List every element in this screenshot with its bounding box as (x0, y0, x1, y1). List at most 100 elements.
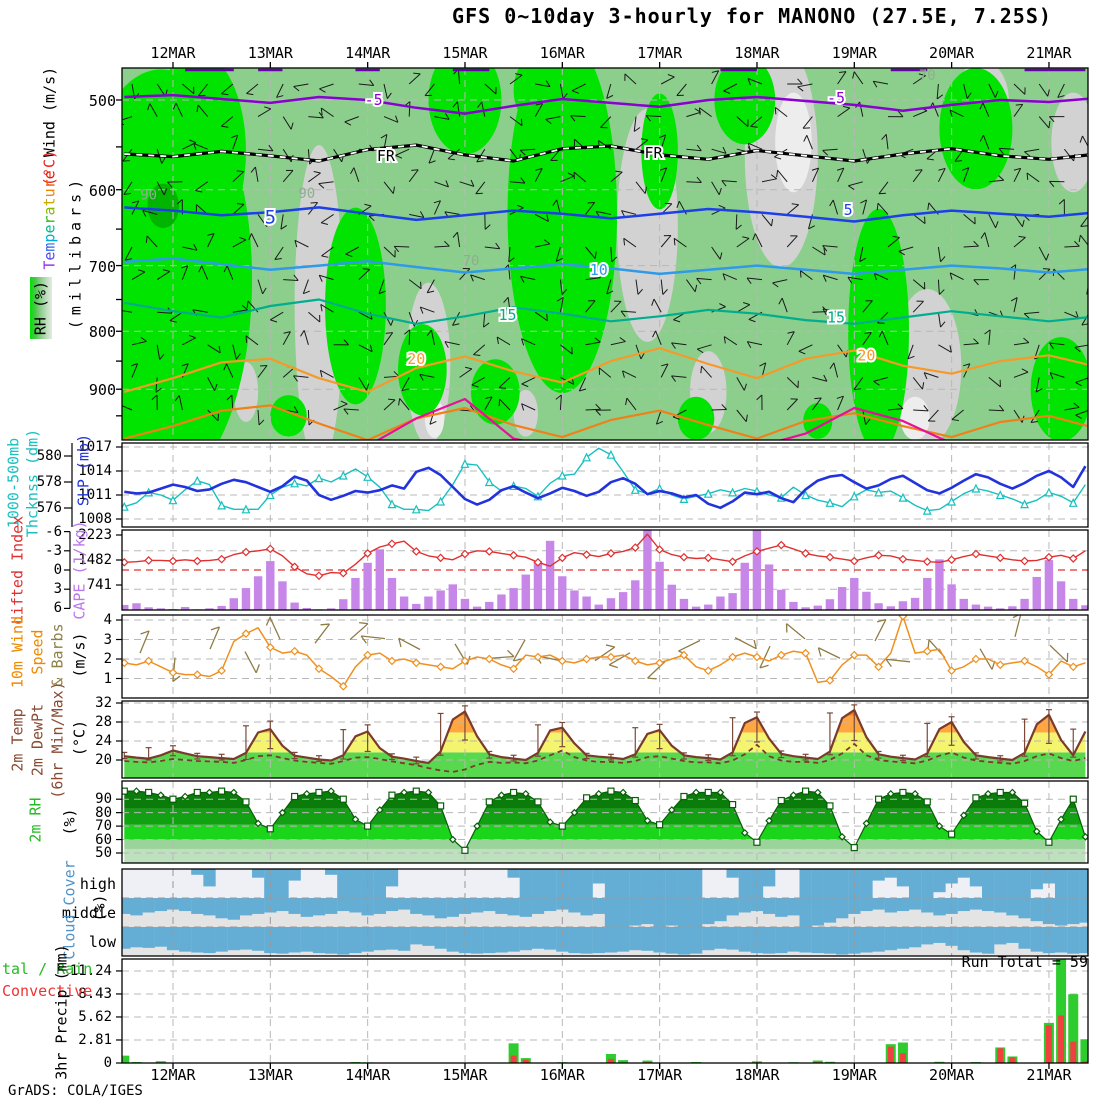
axis-title-p1-wind: Wind (m/s) (40, 66, 59, 158)
svg-text:FR: FR (377, 147, 396, 165)
p1-grid (122, 68, 1088, 440)
cape-tick-label: 2223 (78, 527, 112, 543)
axis-title-p3-li: Lifted Index (8, 515, 27, 625)
slp-tick-label: 1008 (78, 511, 112, 527)
axis-title-p5-t2: 2m DewPt (28, 703, 47, 777)
svg-text:15: 15 (498, 306, 516, 324)
p1-contours (124, 68, 1088, 440)
day-label-bottom: 19MAR (831, 1066, 877, 1084)
axis-title-p1-temperature: Temperature (40, 170, 59, 270)
wind-tick-label: 3 (103, 631, 112, 648)
axis-title-p8-conv: Convective (2, 982, 93, 1000)
axis-title-p2-thk2: Thcknss (dm) (23, 428, 42, 538)
axis-title-p2-slp: SLP (mb) (74, 433, 93, 507)
temp-tick-label: 28 (95, 714, 112, 730)
day-label-bottom: 16MAR (539, 1066, 585, 1084)
precip-tick-label: 2.81 (78, 1031, 112, 1048)
pressure-tick-label: 600 (88, 181, 116, 200)
axis-title-p6-rh: 2m RH (26, 797, 45, 843)
axis-title-p4-w1: 10m Wind (8, 615, 27, 689)
axis-title-p5-t3: (6hr Min/Max) (48, 681, 67, 799)
svg-text:FR: FR (644, 144, 663, 162)
rh-tick-label: 60 (95, 831, 112, 848)
day-label-bottom: 14MAR (345, 1066, 391, 1084)
day-label-bottom: 15MAR (442, 1066, 488, 1084)
rh-tick-label: 90 (95, 791, 112, 808)
p4-grid (122, 615, 1088, 698)
axis-title-p2-thk1: 1000-500mb (4, 437, 23, 529)
slp-tick-label: 1011 (78, 487, 112, 503)
run-total-label: Run Total = 59 (961, 953, 1088, 971)
precip-tick-label: 8.43 (78, 985, 112, 1002)
axis-title-p8-precip: 3hr Precip (mm) (52, 944, 71, 1080)
precip-tick-label: 11.24 (69, 962, 112, 979)
wind-tick-label: 2 (103, 651, 112, 667)
day-label-top: 15MAR (442, 44, 488, 62)
day-label-top: 12MAR (150, 44, 196, 62)
p1-contour-labels: 90 90 70 70 -5 -5 FR FR 5 5 10 15 15 20 20 (140, 68, 936, 370)
svg-text:20: 20 (407, 350, 425, 368)
p7-strips (122, 869, 1088, 956)
li-tick-label: -6 (45, 523, 62, 540)
axis-title-p5-t1: 2m Temp (8, 708, 27, 772)
axis-title-p8-rain: tal / Rain (2, 960, 93, 978)
p5-fill (124, 710, 1086, 778)
wind-tick-label: 1 (103, 670, 112, 687)
axis-title-p6-pct: (%) (60, 808, 79, 836)
svg-text:-5: -5 (365, 91, 383, 109)
p6-line (122, 787, 1088, 854)
day-label-top: 19MAR (831, 44, 877, 62)
axis-title-p4-barbs: & Barbs (48, 623, 67, 687)
cloud-row-label: middle (61, 904, 116, 922)
svg-text:90: 90 (298, 186, 315, 202)
axis-title-p4-w2: Speed (28, 629, 47, 675)
p1-barbs (122, 68, 1088, 426)
li-tick-label: 6 (53, 600, 62, 617)
day-label-bottom: 17MAR (637, 1066, 683, 1084)
svg-text:20: 20 (857, 346, 875, 364)
cape-tick-label: 1482 (78, 552, 112, 568)
day-label-bottom: 12MAR (150, 1066, 196, 1084)
p3-li-line (122, 533, 1086, 581)
svg-text:5: 5 (265, 206, 276, 228)
axis-title-p1-rh: RH (%) (31, 280, 50, 336)
cloud-row-label: high (79, 875, 116, 893)
p8-grid (122, 959, 1088, 1063)
slp-tick-label: 1014 (78, 463, 112, 479)
day-label-top: 14MAR (345, 44, 391, 62)
day-label-top: 20MAR (929, 44, 975, 62)
axis-title-p1-millibars: (millibars) (66, 174, 85, 330)
svg-text:90: 90 (140, 187, 157, 203)
page-title: GFS 0~10day 3-hourly for MANONO (27.5E, … (452, 4, 1052, 28)
day-label-bottom: 20MAR (929, 1066, 975, 1084)
precip-tick-label: 0 (103, 1055, 112, 1071)
li-tick-label: 3 (53, 581, 62, 598)
day-label-top: 17MAR (637, 44, 683, 62)
axis-title-p7-pct: (%) (90, 894, 109, 922)
day-label-bottom: 21MAR (1026, 1066, 1072, 1084)
p4-barbs (139, 615, 1069, 682)
grads-credit: GrADS: COLA/IGES (8, 1083, 143, 1099)
svg-text:5: 5 (844, 201, 853, 219)
p6-fill (124, 791, 1086, 863)
p6-grid (122, 781, 1088, 863)
axis-title-p3-cape: CAPE (J/kg) (70, 520, 89, 620)
rh-tick-label: 80 (95, 804, 112, 821)
thickness-tick-label: 580 (36, 448, 62, 464)
day-label-top: 18MAR (734, 44, 780, 62)
svg-text:-5: -5 (827, 89, 845, 107)
rh-tick-label: 50 (95, 845, 112, 861)
p1-shading (122, 68, 1088, 440)
temp-tick-label: 20 (95, 752, 112, 768)
p3-cape-bars (122, 530, 1088, 610)
p2-series (122, 447, 1087, 515)
svg-text:15: 15 (827, 309, 845, 327)
svg-text:70: 70 (919, 68, 936, 84)
pressure-tick-label: 900 (88, 381, 116, 400)
temp-tick-label: 24 (95, 733, 112, 749)
pressure-tick-label: 500 (88, 92, 116, 110)
li-tick-label: 0 (53, 562, 62, 578)
axis-title-p4-ms: (m/s) (70, 632, 89, 678)
